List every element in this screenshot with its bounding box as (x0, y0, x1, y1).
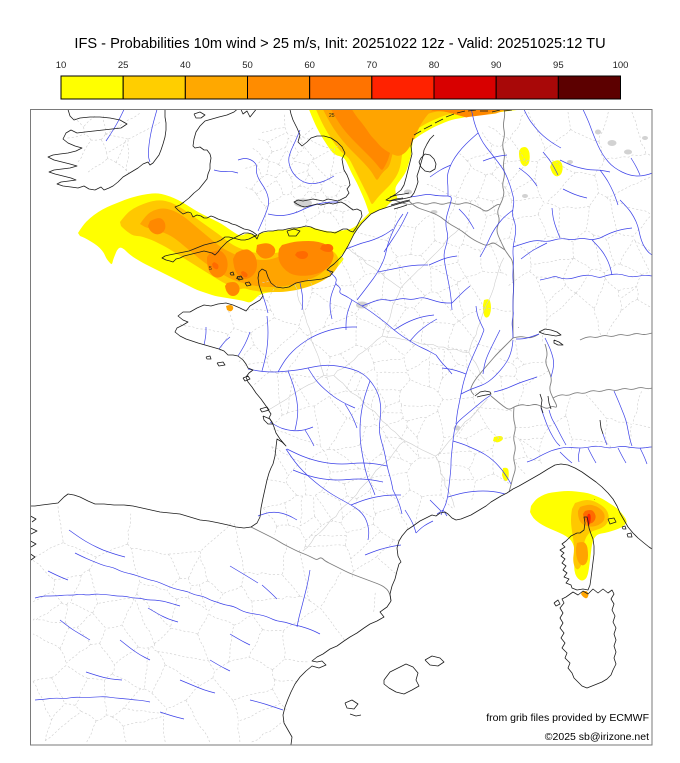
svg-text:95: 95 (553, 60, 564, 71)
svg-text:.: . (296, 208, 297, 214)
svg-text:50: 50 (242, 60, 253, 71)
svg-text:5: 5 (209, 266, 212, 272)
svg-text:90: 90 (491, 60, 502, 71)
svg-text:from grib files provided by EC: from grib files provided by ECMWF (486, 712, 649, 724)
svg-text:70: 70 (367, 60, 378, 71)
svg-text:80: 80 (429, 60, 440, 71)
svg-text:.: . (518, 324, 519, 330)
svg-text:IFS - Probabilities 10m wind >: IFS - Probabilities 10m wind > 25 m/s, I… (74, 36, 605, 52)
svg-text:10: 10 (56, 60, 67, 71)
svg-text:100: 100 (613, 60, 629, 71)
svg-text:25: 25 (118, 60, 129, 71)
svg-text:©2025 sb@irizone.net: ©2025 sb@irizone.net (545, 731, 649, 743)
svg-text:40: 40 (236, 276, 242, 282)
svg-text:.: . (594, 496, 595, 502)
svg-text:25: 25 (329, 113, 335, 119)
svg-text:60: 60 (304, 60, 315, 71)
svg-text:40: 40 (180, 60, 191, 71)
